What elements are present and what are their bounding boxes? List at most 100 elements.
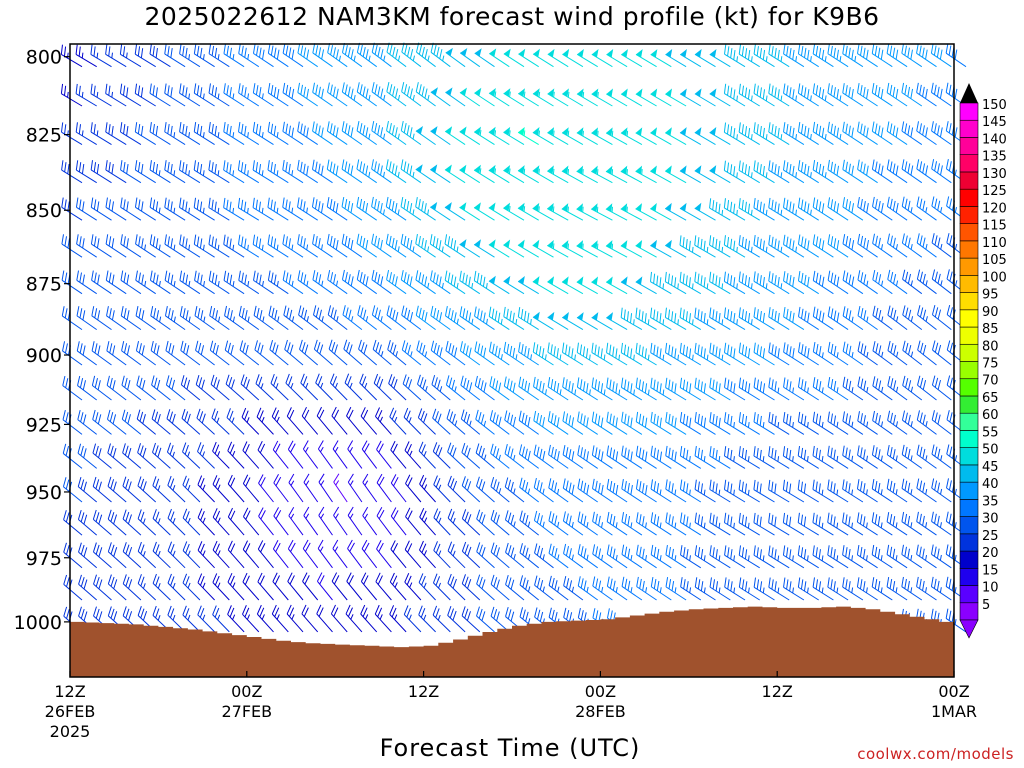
wind-barb [386,42,407,68]
barb-full [374,235,377,246]
barb-full [214,47,218,58]
barb-full [394,202,398,213]
barb-full [312,121,315,132]
barb-full [377,274,381,284]
barb-pennant [635,88,643,97]
barb-full [275,443,281,453]
wind-barb [341,82,363,107]
barb-full [400,233,404,244]
barb-staff [62,419,83,435]
barb-staff [405,483,422,503]
barb-staff [76,243,97,258]
wind-barb [210,374,230,401]
barb-full [152,236,156,247]
wind-barb [371,159,392,184]
barb-full [91,375,96,386]
barb-staff [374,613,392,633]
barb-full [237,234,241,245]
barb-full [436,310,440,320]
barb-full [197,573,203,583]
barb-staff [92,452,112,469]
barb-full [350,49,354,60]
wind-barb [326,197,348,221]
barb-full [241,407,247,418]
barb-staff [430,349,451,366]
barb-full [403,123,407,133]
barb-staff [415,279,436,295]
barb-full [421,237,424,248]
wind-barb [445,87,466,107]
barb-full [180,375,185,385]
wind-barb [376,440,392,469]
barb-full [321,127,324,138]
barb-staff [120,53,142,68]
wind-barb [361,440,378,469]
barb-full [209,340,214,351]
barb-full [196,408,201,419]
barb-full [347,274,351,284]
barb-staff [78,519,98,536]
wind-barb [318,506,333,536]
barb-full [242,342,246,353]
barb-half [217,244,220,251]
barb-pennant [709,165,717,174]
barb-half [423,582,427,588]
barb-full [315,373,320,384]
barb-staff [357,314,378,330]
barb-full [227,605,232,615]
barb-full [60,83,64,94]
barb-full [111,310,115,321]
barb-full [77,443,82,454]
barb-half [173,280,176,287]
barb-full [444,306,448,316]
barb-full [185,543,190,554]
barb-staff [371,279,392,295]
barb-full [149,122,152,132]
barb-staff [282,52,304,68]
wind-barb [78,542,98,569]
barb-full [155,544,160,554]
barb-full [405,474,411,484]
barb-full [135,234,138,245]
wind-barb [197,541,215,569]
wind-barb [209,340,230,366]
barb-pennant [709,48,717,58]
barb-full [273,86,277,97]
barb-full [137,46,141,57]
barb-full [120,234,123,245]
barb-full [82,274,85,285]
barb-staff [195,349,215,366]
wind-barb [301,604,319,633]
barb-pennant [694,88,702,97]
barb-full [267,83,271,93]
barb-full [93,85,96,96]
barb-full [241,307,245,318]
barb-staff [182,614,201,633]
wind-barb [576,276,598,295]
barb-pennant [518,48,526,58]
barb-full [252,83,256,94]
barb-pennant [605,203,613,212]
barb-half [217,550,221,556]
wind-barb [417,408,436,435]
barb-staff [182,582,201,601]
barb-pennant [620,127,628,136]
barb-full [348,344,353,355]
barb-full [165,375,170,386]
barb-half [172,451,175,458]
barb-pennant [577,48,584,58]
barb-full [423,413,428,423]
barb-full [401,340,406,350]
barb-staff [312,206,333,221]
barb-full [378,509,385,520]
wind-barb [402,374,422,401]
barb-staff [357,52,377,68]
barb-staff [297,92,318,107]
barb-half [188,93,191,100]
barb-staff [122,452,142,469]
barb-staff [208,244,230,258]
barb-full [376,376,381,386]
barb-half [157,485,161,491]
barb-full [356,121,360,131]
barb-staff [75,131,97,146]
